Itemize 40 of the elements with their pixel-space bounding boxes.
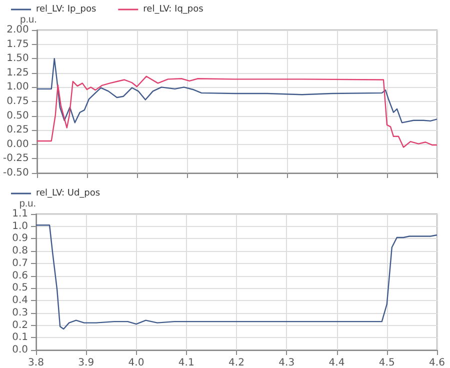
y-tick-label: 0.5: [12, 282, 28, 294]
y-tick-label: 1.0: [12, 220, 28, 232]
y-tick-label: 0.3: [12, 307, 28, 318]
y-tick-label: 0.50: [6, 110, 29, 122]
y-tick-label: 0.2: [12, 320, 28, 331]
x-tick-label: 4.2: [228, 358, 244, 368]
y-tick-label: 1.00: [6, 82, 29, 93]
x-tick-label: 3.8: [28, 358, 44, 368]
y-tick-label: 0.4: [12, 295, 28, 306]
x-tick-label: 3.9: [78, 358, 94, 368]
y-tick-label: 1.50: [6, 53, 29, 64]
x-tick-label: 4.5: [378, 358, 395, 368]
legend-label: rel_LV: Iq_pos: [143, 4, 204, 14]
y-axis-title: p.u.: [20, 14, 37, 26]
y-tick-label: -0.50: [3, 168, 29, 178]
y-tick-label: 0.0: [12, 344, 28, 356]
y-tick-label: -0.25: [3, 153, 29, 164]
y-tick-label: 1.75: [6, 38, 29, 50]
y-tick-label: 0.00: [6, 138, 29, 150]
y-tick-label: 1.25: [6, 67, 29, 78]
x-tick-label: 4.6: [429, 358, 445, 368]
y-tick-label: 0.1: [12, 332, 28, 344]
y-tick-label: 2.00: [6, 24, 29, 36]
x-tick-label: 4.4: [328, 358, 345, 368]
y-axis-title: p.u.: [19, 198, 36, 210]
y-tick-label: 0.25: [6, 124, 29, 136]
y-tick-label: 0.7: [12, 258, 28, 269]
legend-label: rel_LV: Ip_pos: [36, 4, 96, 14]
y-tick-label: 0.6: [12, 270, 28, 282]
line-series: [35, 224, 438, 330]
line-series: [36, 76, 438, 148]
line-series: [36, 58, 438, 124]
legend-label: rel_LV: Ud_pos: [36, 188, 100, 198]
x-tick-label: 4.0: [128, 358, 144, 368]
y-tick-label: 1.1: [12, 208, 28, 220]
y-tick-label: 0.8: [12, 246, 28, 257]
x-tick-label: 4.1: [178, 358, 194, 368]
x-tick-label: 4.3: [278, 358, 295, 368]
y-tick-label: 0.75: [6, 96, 29, 107]
y-tick-label: 0.9: [12, 233, 28, 244]
